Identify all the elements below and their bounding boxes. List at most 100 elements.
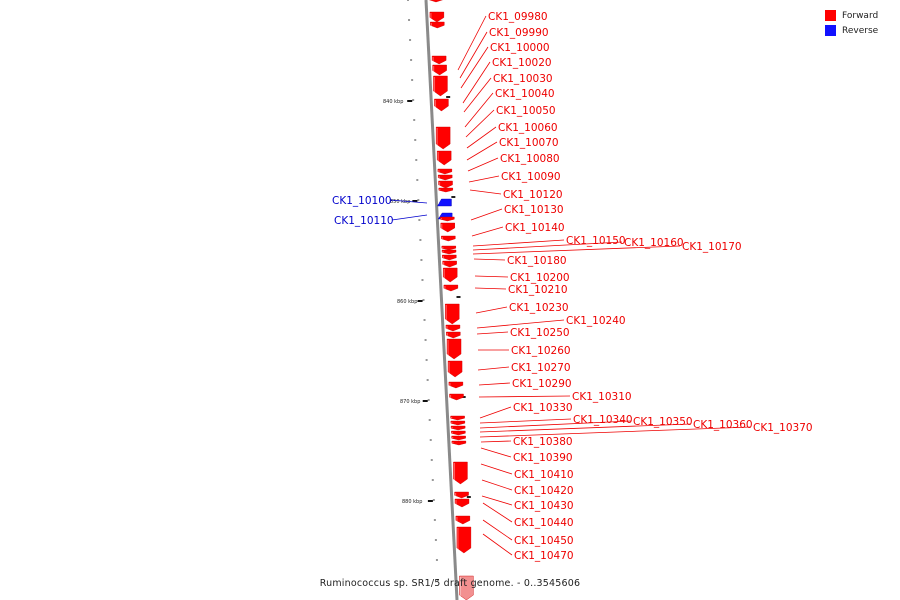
legend-label-forward: Forward <box>842 10 879 21</box>
forward-gene-feature <box>437 168 453 175</box>
forward-gene-feature <box>442 260 457 268</box>
gene-label: CK1_10210 <box>508 284 568 296</box>
forward-gene-feature <box>446 331 461 339</box>
label-leader-line <box>463 77 492 113</box>
tick-label: 840 kbp <box>383 99 403 105</box>
label-leader-line <box>478 382 511 386</box>
forward-gene-feature <box>430 21 445 29</box>
forward-gene-feature <box>440 216 455 222</box>
gene-label: CK1_10440 <box>514 517 574 529</box>
label-leader-line <box>465 109 495 138</box>
label-leader-line <box>477 366 510 371</box>
gene-label: CK1_10130 <box>504 204 564 216</box>
legend-item-forward: Forward <box>825 8 900 23</box>
label-leader-line <box>480 440 512 443</box>
forward-gene-feature <box>450 425 466 431</box>
forward-gene-feature <box>431 55 447 65</box>
forward-gene-feature <box>441 245 457 251</box>
forward-gene-feature <box>456 526 472 554</box>
gene-label: CK1_10110 <box>334 215 394 227</box>
forward-gene-feature <box>429 11 445 23</box>
genome-backbone <box>424 0 459 600</box>
gene-label: CK1_10350 <box>633 416 693 428</box>
gene-label: CK1_10290 <box>512 378 572 390</box>
forward-gene-feature <box>438 187 454 193</box>
gene-label: CK1_10330 <box>513 402 573 414</box>
label-leader-line <box>466 141 498 161</box>
label-leader-line <box>479 426 752 438</box>
label-leader-line <box>481 495 513 506</box>
gene-label: CK1_10120 <box>503 189 563 201</box>
forward-gene-feature <box>441 235 456 242</box>
forward-gene-feature <box>448 381 464 389</box>
gene-label: CK1_10060 <box>498 122 558 134</box>
gene-features <box>429 0 474 600</box>
label-leader-line <box>476 331 509 335</box>
tick-label: 850 kbp <box>390 199 410 205</box>
reverse-gene-feature <box>437 198 452 207</box>
gene-label: CK1_10040 <box>495 88 555 100</box>
forward-gene-feature <box>459 575 474 600</box>
gene-label: CK1_10310 <box>572 391 632 403</box>
label-leader-line <box>462 61 491 104</box>
label-leader-line <box>480 463 513 475</box>
legend-label-reverse: Reverse <box>842 25 879 36</box>
label-leader-line <box>466 126 497 149</box>
label-leader-line <box>459 31 488 79</box>
forward-gene-feature <box>436 150 452 166</box>
forward-gene-feature <box>445 303 460 325</box>
gene-label: CK1_09980 <box>488 11 548 23</box>
gene-label: CK1_10430 <box>514 500 574 512</box>
label-leader-line <box>482 502 513 523</box>
gene-label: CK1_10370 <box>753 422 813 434</box>
label-leader-line <box>479 406 512 419</box>
forward-gene-feature <box>437 174 453 181</box>
gene-label: CK1_10090 <box>501 171 561 183</box>
label-leader-line <box>469 189 502 195</box>
gene-label: CK1_10160 <box>624 237 684 249</box>
gene-label: CK1_10180 <box>507 255 567 267</box>
label-leader-line <box>474 287 507 290</box>
gene-label: CK1_10230 <box>509 302 569 314</box>
gene-label: CK1_10240 <box>566 315 626 327</box>
label-leader-line <box>468 175 500 183</box>
forward-gene-feature <box>434 98 449 112</box>
forward-swatch <box>825 10 836 21</box>
label-leader-line <box>389 199 428 204</box>
gene-label: CK1_10080 <box>500 153 560 165</box>
forward-gene-feature <box>429 0 443 3</box>
forward-gene-feature <box>440 222 455 233</box>
gene-label: CK1_10470 <box>514 550 574 562</box>
label-leader-line <box>464 92 494 128</box>
genome-caption: Ruminococcus sp. SR1/5 draft genome. - 0… <box>319 578 581 589</box>
forward-gene-feature <box>455 515 471 525</box>
label-leader-line <box>474 275 509 278</box>
forward-gene-feature <box>441 249 457 255</box>
forward-gene-feature <box>443 267 458 283</box>
gene-label: CK1_09990 <box>489 27 549 39</box>
label-leader-line <box>482 533 513 556</box>
gene-label: CK1_10070 <box>499 137 559 149</box>
legend-item-reverse: Reverse <box>825 23 900 38</box>
tick-label: 870 kbp <box>400 399 420 405</box>
label-leader-line <box>476 319 565 329</box>
forward-gene-feature <box>445 324 461 332</box>
forward-gene-feature <box>450 420 466 426</box>
label-leader-line <box>457 15 487 71</box>
label-leader-line <box>460 46 489 89</box>
label-leader-line <box>473 258 506 261</box>
forward-gene-feature <box>451 435 466 441</box>
gene-label: CK1_10170 <box>682 241 742 253</box>
forward-gene-feature <box>451 430 466 436</box>
gene-label: CK1_10450 <box>514 535 574 547</box>
forward-gene-feature <box>433 75 448 97</box>
gene-label: CK1_10020 <box>492 57 552 69</box>
tick-label: 860 kbp <box>397 299 417 305</box>
tick-label: 880 kbp <box>402 499 422 505</box>
label-leader-line <box>391 214 428 221</box>
label-leader-line <box>475 306 508 314</box>
label-leader-line <box>479 418 572 424</box>
label-leader-line <box>472 245 681 255</box>
forward-gene-feature <box>451 440 467 446</box>
